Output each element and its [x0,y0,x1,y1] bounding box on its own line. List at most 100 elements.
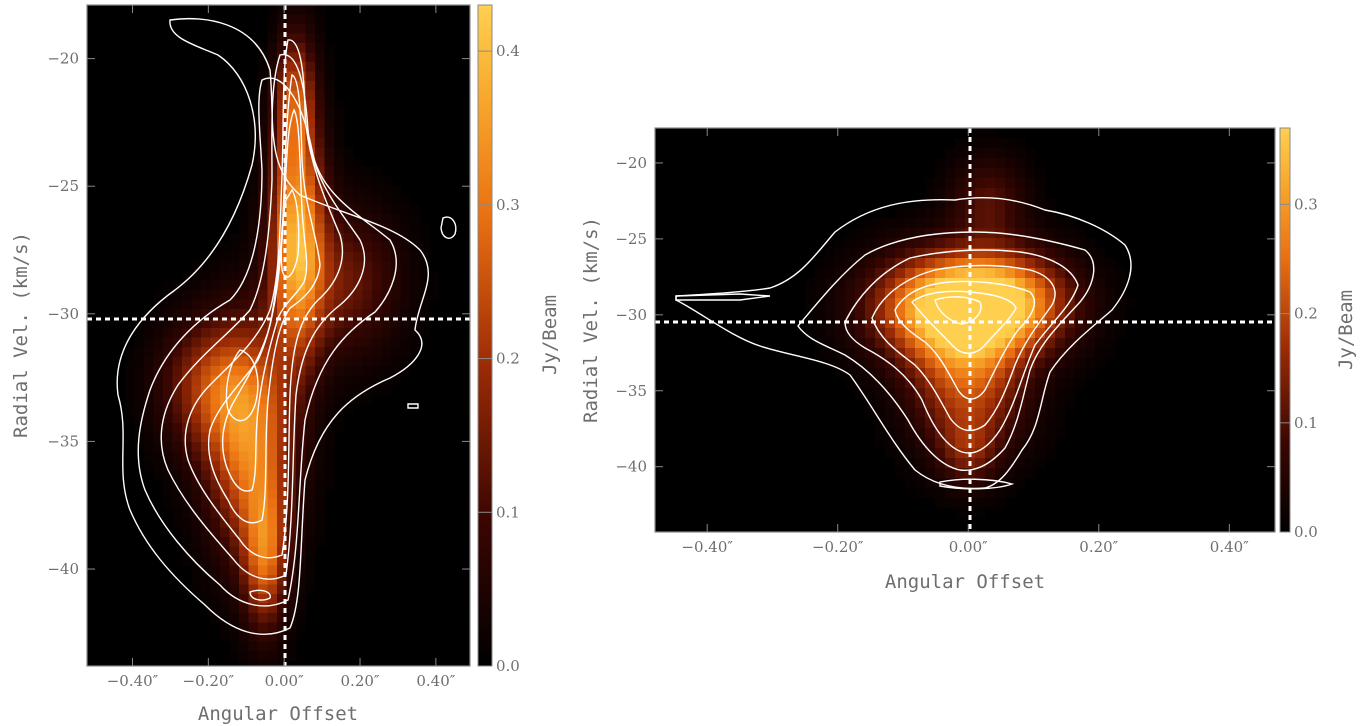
heatmap-cell [239,461,250,472]
heatmap-cell [1095,268,1106,279]
heatmap-cell [1035,388,1046,399]
heatmap-cell [229,423,240,434]
heatmap-cell [985,408,996,419]
heatmap-cell [277,214,288,225]
heatmap-cell [935,178,946,189]
heatmap-cell [410,271,421,282]
heatmap-cell [362,309,373,320]
heatmap-cell [277,62,288,73]
heatmap-cell [258,489,269,500]
heatmap-cell [1015,388,1026,399]
heatmap-cell [267,280,278,291]
heatmap-cell [286,480,297,491]
heatmap-cell [895,388,906,399]
colorbar-right [1279,127,1291,533]
heatmap-cell [315,71,326,82]
heatmap-cell [267,404,278,415]
heatmap-cell [1025,428,1036,439]
heatmap-cell [267,223,278,234]
heatmap-cell [248,613,259,624]
heatmap-cell [201,347,212,358]
heatmap-cell [905,368,916,379]
heatmap-cell [220,546,231,557]
heatmap-cell [315,404,326,415]
heatmap-cell [324,328,335,339]
heatmap-cell [1035,458,1046,469]
heatmap-cell [324,214,335,225]
heatmap-cell [210,299,221,310]
heatmap-cell [1005,388,1016,399]
x-tick-label: 0.20″ [1079,538,1118,556]
heatmap-cell [267,451,278,462]
heatmap-cell [955,308,966,319]
heatmap-cell [248,204,259,215]
heatmap-cell [915,488,926,499]
heatmap-cell [201,461,212,472]
heatmap-cell [267,242,278,253]
heatmap-cell [315,508,326,519]
heatmap-cell [985,158,996,169]
heatmap-cell [286,109,297,120]
heatmap-cell [267,290,278,301]
heatmap-cell [229,261,240,272]
heatmap-cell [286,271,297,282]
heatmap-cell [1085,288,1096,299]
heatmap-cell [286,233,297,244]
heatmap-cell [935,248,946,259]
heatmap-cell [925,278,936,289]
heatmap-cell [210,356,221,367]
heatmap-cell [248,489,259,500]
heatmap-cell [277,309,288,320]
heatmap-cell [895,228,906,239]
heatmap-cell [277,480,288,491]
heatmap-cell [372,309,383,320]
heatmap-cell [1035,368,1046,379]
heatmap-cell [905,428,916,439]
heatmap-cell [825,248,836,259]
heatmap-cell [305,14,316,25]
heatmap-cell [296,584,307,595]
heatmap-cell [400,356,411,367]
heatmap-cell [163,394,174,405]
heatmap-cell [229,299,240,310]
heatmap-cell [391,366,402,377]
heatmap-cell [315,271,326,282]
heatmap-cell [286,432,297,443]
heatmap-cell [915,418,926,429]
heatmap-cell [296,5,307,16]
contour-level-1-right [675,196,1132,490]
heatmap-cell [286,622,297,633]
heatmap-cell [1075,288,1086,299]
heatmap-cell [835,248,846,259]
heatmap-cell [995,238,1006,249]
heatmap-cell [343,356,354,367]
heatmap-cell [324,119,335,130]
heatmap-cell [334,214,345,225]
heatmap-cell [210,594,221,605]
heatmap-cell [895,448,906,459]
heatmap-cell [248,385,259,396]
heatmap-cell [248,195,259,206]
heatmap-cell [324,480,335,491]
heatmap-cell [955,398,966,409]
heatmap-cell [1045,238,1056,249]
heatmap-cell [220,442,231,453]
heatmap-cell [1045,198,1056,209]
heatmap-cell [267,24,278,35]
heatmap-cell [1015,218,1026,229]
heatmap-cell [239,632,250,643]
heatmap-cell [305,575,316,586]
heatmap-cell [381,204,392,215]
heatmap-cell [1005,168,1016,179]
heatmap-cell [805,328,816,339]
heatmap-cell [965,418,976,429]
heatmap-cell [1045,328,1056,339]
heatmap-cell [925,258,936,269]
heatmap-cell [925,308,936,319]
heatmap-cell [1025,348,1036,359]
heatmap-cell [965,488,976,499]
heatmap-cell [286,527,297,538]
heatmap-cell [1075,228,1086,239]
heatmap-cell [315,328,326,339]
heatmap-cell [144,461,155,472]
